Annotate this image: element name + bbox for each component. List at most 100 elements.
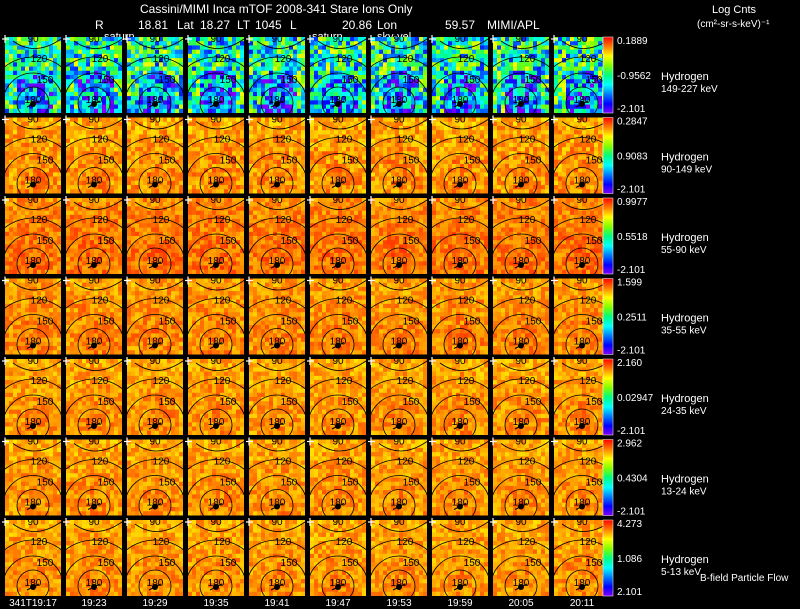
contour-label: 180 xyxy=(25,337,42,348)
contour-label: 120 xyxy=(31,296,48,307)
contour-label: 90 xyxy=(271,276,283,287)
contour-label: 150 xyxy=(220,478,237,489)
colorbar xyxy=(602,519,614,597)
time-tick-label: 19:23 xyxy=(81,598,106,609)
contour-label: 150 xyxy=(37,397,54,408)
time-tick-label: 20:11 xyxy=(570,598,595,609)
contour-label: 180 xyxy=(574,337,591,348)
contour-label: 150 xyxy=(342,558,359,569)
energy-range-label: 55-90 keV xyxy=(661,245,707,256)
contour-label: 120 xyxy=(153,135,170,146)
contour-label: 180 xyxy=(391,417,408,428)
contour-label: 120 xyxy=(397,215,414,226)
colorbar-mid-label: 0.5518 xyxy=(617,232,648,243)
contour-label: 120 xyxy=(92,537,109,548)
colorbar-mid-label: 0.4304 xyxy=(617,474,648,485)
image-panel: 90 120 150 180 xyxy=(368,437,427,516)
contour-label: 150 xyxy=(464,558,481,569)
contour-label: 150 xyxy=(220,156,237,167)
contour-label: 150 xyxy=(342,317,359,328)
colorbar-max-label: 2.962 xyxy=(617,439,642,450)
colorbar-min-label: -2.101 xyxy=(617,426,646,437)
contour-label: 150 xyxy=(98,236,115,247)
contour-label: 180 xyxy=(574,256,591,267)
lat-value: 18.27 xyxy=(200,18,230,32)
contour-label: 120 xyxy=(275,215,292,226)
contour-label: 180 xyxy=(25,578,42,589)
contour-label: 120 xyxy=(275,537,292,548)
contour-label: 90 xyxy=(88,115,100,126)
image-panel: 90 120 150 180 xyxy=(246,35,305,113)
image-panel: 90 120 150 180 xyxy=(551,518,610,596)
contour-label: 150 xyxy=(98,317,115,328)
image-panel: 90 120 150 180 xyxy=(368,196,427,274)
contour-label: 150 xyxy=(525,317,542,328)
contour-label: 150 xyxy=(525,156,542,167)
contour-label: 180 xyxy=(25,417,42,428)
contour-label: 150 xyxy=(159,397,176,408)
contour-label: 180 xyxy=(269,417,286,428)
contour-label: 180 xyxy=(25,256,42,267)
contour-label: 90 xyxy=(210,356,222,367)
contour-label: 180 xyxy=(452,95,469,106)
contour-label: 180 xyxy=(269,337,286,348)
contour-label: 150 xyxy=(403,397,420,408)
contour-label: 120 xyxy=(275,54,292,65)
contour-label: 180 xyxy=(86,417,103,428)
contour-label: 150 xyxy=(525,75,542,86)
contour-label: 90 xyxy=(515,34,527,45)
image-panel: 90 120 150 180 xyxy=(490,357,549,435)
contour-label: 180 xyxy=(574,95,591,106)
contour-label: 120 xyxy=(458,135,475,146)
contour-label: 90 xyxy=(271,115,283,126)
image-panel: 90 120 150 180 xyxy=(124,115,183,194)
contour-label: 180 xyxy=(86,337,103,348)
lon-value: 59.57 xyxy=(445,18,475,32)
contour-label: 120 xyxy=(458,54,475,65)
contour-label: 90 xyxy=(27,34,39,45)
image-panel: 90 120 150 180 xyxy=(2,196,61,274)
contour-label: 180 xyxy=(513,498,530,509)
contour-label: 120 xyxy=(275,457,292,468)
contour-label: 150 xyxy=(586,156,603,167)
contour-label: 90 xyxy=(210,34,222,45)
energy-range-label: 35-55 keV xyxy=(661,326,707,337)
energy-range-label: 13-24 keV xyxy=(661,487,707,498)
r-label: R xyxy=(95,18,104,32)
contour-label: 150 xyxy=(281,558,298,569)
time-tick-label: 20:05 xyxy=(508,598,533,609)
contour-label: 180 xyxy=(147,176,164,187)
contour-label: 90 xyxy=(454,437,466,448)
contour-label: 90 xyxy=(393,437,405,448)
contour-label: 150 xyxy=(342,397,359,408)
contour-label: 120 xyxy=(92,296,109,307)
contour-label: 150 xyxy=(220,397,237,408)
l-value: 20.86 xyxy=(342,18,372,32)
image-panel: 90 120 150 180 xyxy=(124,437,183,516)
contour-label: 150 xyxy=(220,558,237,569)
time-axis: 341T19:17 19:23 19:29 19:35 19:41 19:47 19:53 1… xyxy=(9,598,594,609)
contour-label: 90 xyxy=(454,356,466,367)
colorbar-max-label: 0.2847 xyxy=(617,117,648,128)
contour-label: 180 xyxy=(452,176,469,187)
image-panel: 90 120 150 180 xyxy=(185,517,244,596)
contour-label: 90 xyxy=(332,34,344,45)
image-panel: 90 120 150 180 xyxy=(368,518,427,596)
contour-label: 150 xyxy=(37,558,54,569)
contour-label: 150 xyxy=(586,75,603,86)
contour-label: 180 xyxy=(452,417,469,428)
contour-label: 90 xyxy=(149,517,161,528)
contour-label: 90 xyxy=(210,517,222,528)
contour-label: 90 xyxy=(454,276,466,287)
contour-label: 120 xyxy=(519,376,536,387)
time-tick-label: 19:47 xyxy=(325,598,350,609)
contour-label: 120 xyxy=(214,135,231,146)
contour-label: 150 xyxy=(464,478,481,489)
contour-label: 180 xyxy=(147,498,164,509)
contour-label: 120 xyxy=(214,54,231,65)
image-panel: 90 120 150 180 xyxy=(246,276,305,355)
image-panel: 90 120 150 180 xyxy=(307,276,366,355)
contour-label: 90 xyxy=(210,437,222,448)
units-expression: (cm²-sr-s-keV)⁻¹ xyxy=(697,19,770,30)
panel-grid: 90 120 150 180 90 120 150 180 90 120 150 180 90 120 15… xyxy=(2,34,610,596)
